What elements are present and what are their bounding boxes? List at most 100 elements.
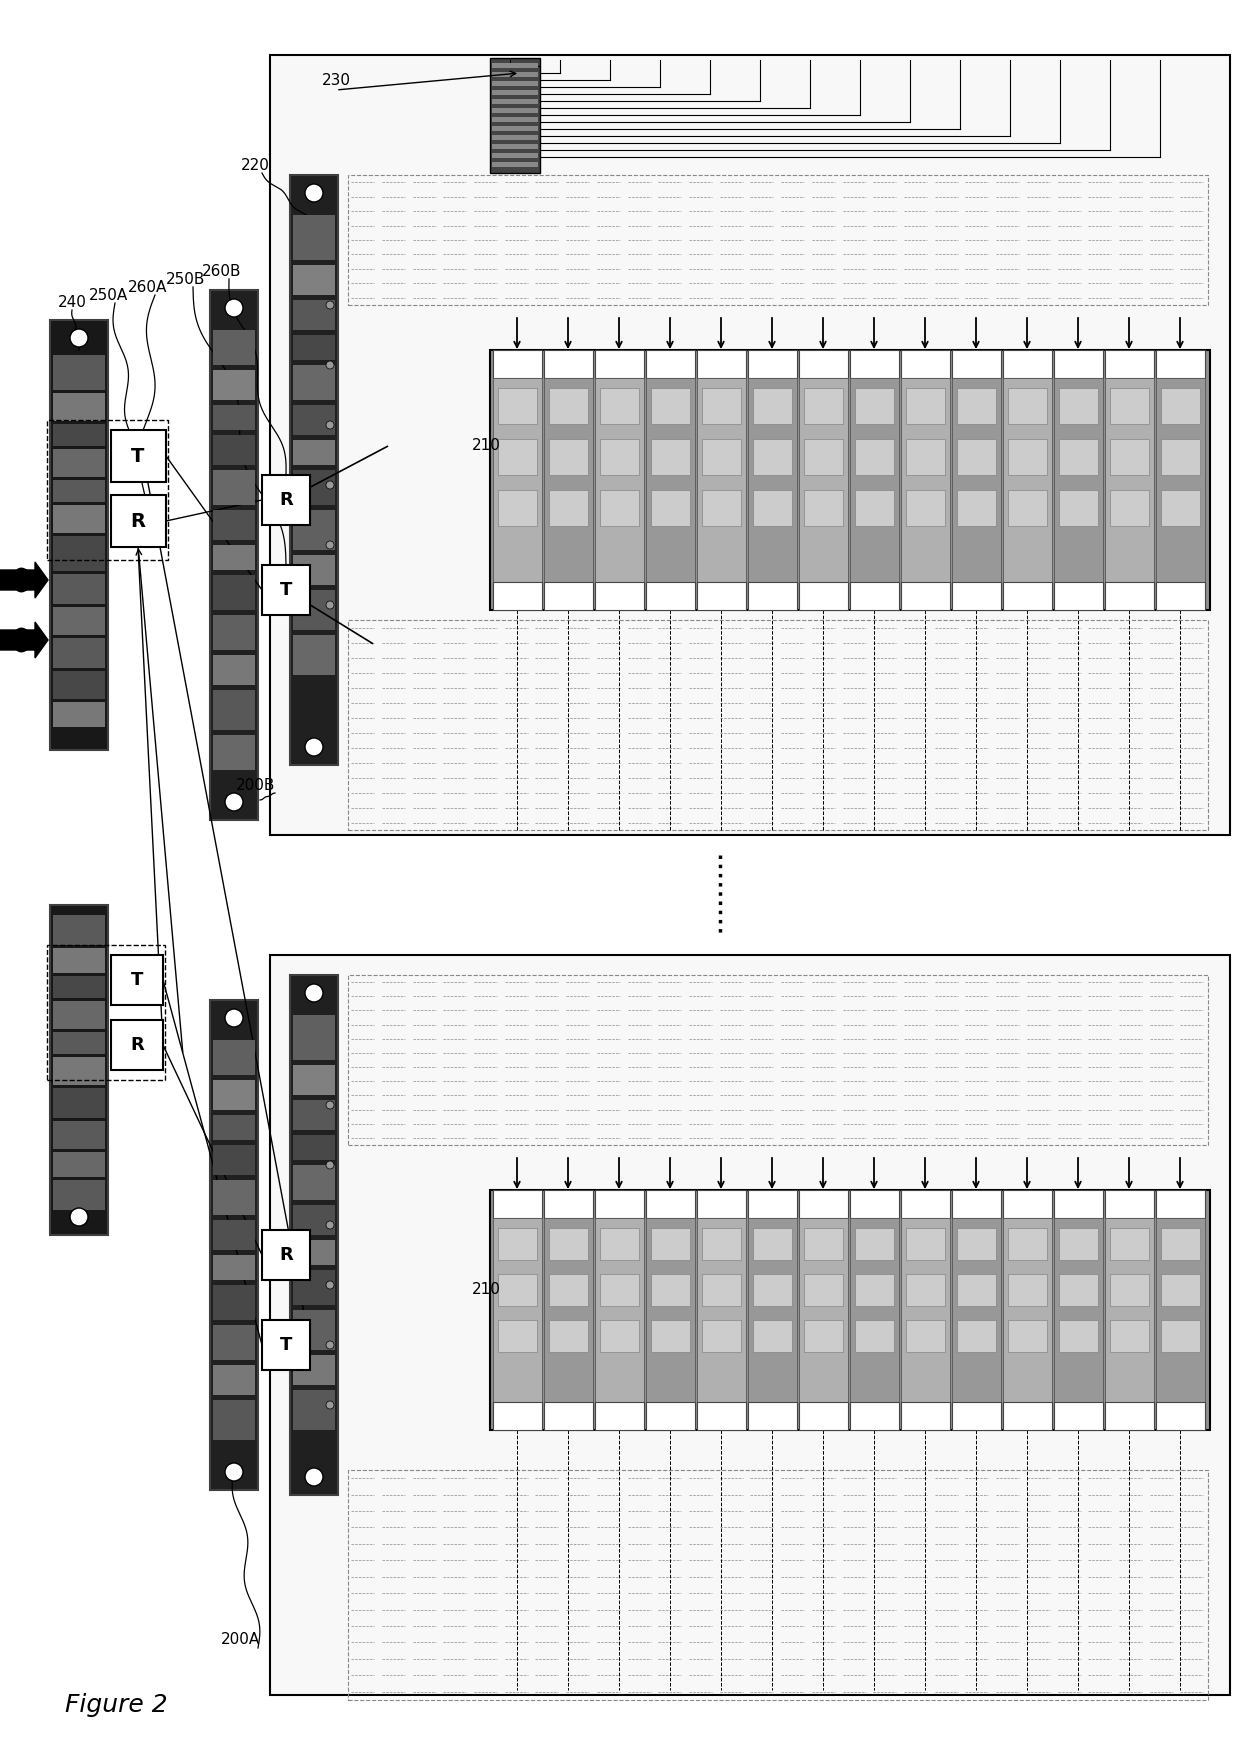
Circle shape (326, 421, 334, 429)
Bar (646, 1218, 694, 1401)
Circle shape (305, 738, 322, 756)
Bar (1161, 1228, 1200, 1260)
Bar (53, 1002, 105, 1030)
Bar (697, 1190, 746, 1218)
Bar (53, 1031, 105, 1054)
Bar (492, 63, 538, 68)
Bar (1105, 379, 1154, 583)
Bar (112, 496, 166, 546)
Bar (290, 174, 339, 764)
Bar (53, 448, 105, 476)
Bar (702, 440, 742, 475)
Text: 250B: 250B (166, 272, 206, 286)
Bar (213, 1324, 255, 1359)
Bar (799, 1218, 848, 1401)
Bar (213, 1284, 255, 1319)
Text: R: R (130, 511, 145, 530)
Bar (748, 1190, 797, 1218)
Bar (53, 701, 105, 728)
Bar (494, 379, 542, 583)
Circle shape (224, 792, 243, 811)
Bar (348, 975, 1208, 1145)
Bar (697, 1401, 746, 1429)
Bar (753, 1319, 792, 1352)
Bar (112, 1021, 162, 1070)
Bar (1054, 1401, 1104, 1429)
Bar (753, 1274, 792, 1305)
Text: 250A: 250A (88, 288, 128, 302)
Bar (1161, 1319, 1200, 1352)
Bar (1059, 490, 1097, 525)
Bar (799, 379, 848, 583)
Bar (213, 544, 255, 571)
Bar (293, 440, 335, 464)
Text: T: T (131, 447, 145, 466)
Bar (498, 440, 537, 475)
Bar (262, 475, 310, 525)
Bar (1059, 1228, 1097, 1260)
Bar (1110, 387, 1149, 424)
Bar (799, 583, 848, 611)
Bar (957, 1274, 996, 1305)
Bar (293, 1356, 335, 1386)
Text: 200A: 200A (221, 1633, 259, 1647)
Bar (544, 583, 593, 611)
Bar (952, 583, 1001, 611)
Bar (53, 536, 105, 571)
Bar (906, 490, 945, 525)
Circle shape (326, 600, 334, 609)
Bar (53, 1152, 105, 1176)
Bar (270, 955, 1230, 1694)
Bar (651, 490, 689, 525)
Text: 260B: 260B (202, 263, 242, 279)
Circle shape (305, 1468, 322, 1487)
Bar (210, 290, 258, 820)
Bar (498, 1319, 537, 1352)
Bar (213, 735, 255, 770)
Bar (213, 1040, 255, 1075)
Bar (799, 1190, 848, 1218)
Text: 230: 230 (321, 73, 351, 87)
Bar (804, 490, 843, 525)
Bar (957, 1228, 996, 1260)
Bar (799, 351, 848, 379)
Bar (270, 56, 1230, 836)
Bar (804, 387, 843, 424)
Bar (490, 58, 539, 173)
Bar (856, 490, 894, 525)
Bar (600, 440, 639, 475)
Bar (544, 1190, 593, 1218)
Bar (498, 1274, 537, 1305)
Bar (901, 1190, 950, 1218)
Circle shape (326, 541, 334, 550)
Bar (702, 1274, 742, 1305)
Bar (697, 1218, 746, 1401)
Bar (702, 490, 742, 525)
Text: 260A: 260A (128, 279, 167, 295)
Bar (494, 1401, 542, 1429)
Bar (702, 1319, 742, 1352)
Bar (1003, 379, 1052, 583)
Bar (595, 1218, 644, 1401)
Bar (293, 1270, 335, 1305)
Bar (804, 1274, 843, 1305)
Bar (753, 440, 792, 475)
Bar (348, 1469, 1208, 1700)
Bar (1156, 351, 1205, 379)
Bar (1105, 1190, 1154, 1218)
Bar (952, 351, 1001, 379)
Bar (53, 1180, 105, 1209)
Bar (849, 1218, 899, 1401)
Bar (856, 1319, 894, 1352)
Bar (498, 490, 537, 525)
Bar (748, 1218, 797, 1401)
Bar (293, 1064, 335, 1096)
Bar (748, 1401, 797, 1429)
Bar (646, 1401, 694, 1429)
Text: T: T (280, 1337, 293, 1354)
Bar (494, 583, 542, 611)
Bar (213, 1080, 255, 1110)
Bar (1156, 379, 1205, 583)
Bar (1003, 1401, 1052, 1429)
Bar (262, 565, 310, 614)
